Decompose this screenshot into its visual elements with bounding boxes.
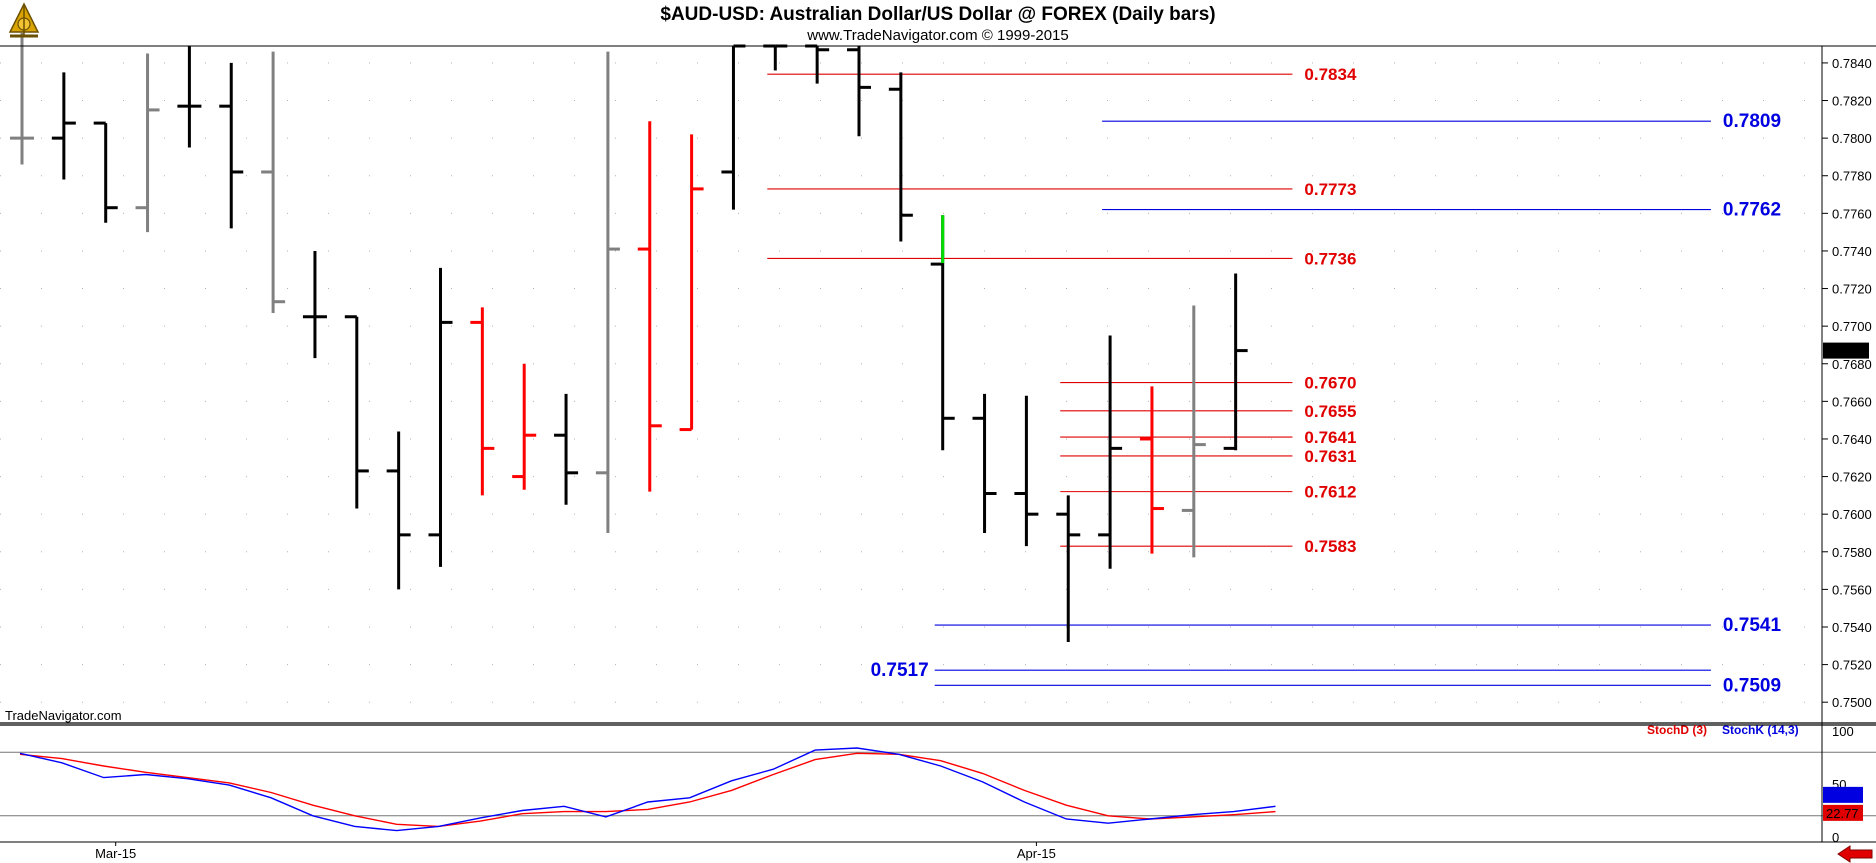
- stoch-value-label: 22.77: [1826, 806, 1859, 821]
- ohlc-bar: [51, 72, 76, 180]
- bottom-arrow-icon[interactable]: [1837, 845, 1873, 863]
- level-label: 0.7509: [1723, 675, 1781, 696]
- price-levels: 0.7834 0.7809 0.7773 0.7762 0.7736 0.7670 0.76…: [767, 65, 1781, 696]
- chart-subtitle: www.TradeNavigator.com © 1999-2015: [806, 27, 1068, 44]
- stoch-k-tag: [1823, 786, 1863, 803]
- ohlc-bar: [972, 393, 997, 533]
- price-tick-label: 0.7640: [1832, 432, 1872, 447]
- stoch-lines: [19, 747, 1276, 832]
- price-tick-label: 0.7800: [1832, 131, 1872, 146]
- ohlc-bar: [93, 121, 118, 223]
- level-label: 0.7612: [1304, 483, 1356, 502]
- ohlc-bar: [1014, 395, 1039, 547]
- sextant-icon: [8, 2, 40, 38]
- ohlc-bar: [1181, 305, 1206, 558]
- price-tick-label: 0.7520: [1832, 658, 1872, 673]
- ohlc-bar: [930, 215, 955, 451]
- stoch-d-line: [19, 752, 1276, 828]
- price-panel-background: [0, 46, 1822, 721]
- ohlc-bar: [261, 51, 286, 313]
- level-label: 0.7773: [1304, 180, 1356, 199]
- price-tick-label: 0.7620: [1832, 470, 1872, 485]
- price-tick-label: 0.7600: [1832, 507, 1872, 522]
- level-label: 0.7641: [1304, 428, 1356, 447]
- level-label: 0.7762: [1723, 200, 1781, 221]
- ohlc-bar: [1223, 273, 1248, 451]
- price-tick-label: 0.7740: [1832, 244, 1872, 259]
- price-tick-label: 0.7660: [1832, 394, 1872, 409]
- level-label: 0.7736: [1304, 249, 1356, 268]
- price-tick-label: 0.7680: [1832, 357, 1872, 372]
- ohlc-bar: [302, 250, 327, 359]
- ohlc-bar: [386, 431, 411, 590]
- stoch-k-line: [19, 747, 1276, 832]
- last-price-label: 0.7687: [1826, 344, 1866, 359]
- ohlc-bar: [1056, 495, 1081, 643]
- stoch-grid: [0, 751, 1876, 817]
- x-tick-label: Mar-15: [95, 846, 136, 861]
- price-tick-label: 0.7580: [1832, 545, 1872, 560]
- stoch-value-tag: [1823, 804, 1863, 821]
- last-price-tag: [1823, 342, 1869, 359]
- ohlc-bar: [512, 363, 537, 490]
- ohlc-bar: [10, 32, 34, 165]
- watermark-text: TradeNavigator.com: [5, 708, 122, 723]
- price-tick-label: 0.7560: [1832, 582, 1872, 597]
- ohlc-bar: [888, 72, 913, 242]
- x-tick-label: Apr-15: [1017, 846, 1056, 861]
- chart-frame: [0, 45, 1876, 843]
- ohlc-bar: [679, 134, 704, 432]
- ohlc-bar: [470, 307, 495, 496]
- ohlc-bar: [637, 121, 662, 492]
- level-label: 0.7583: [1304, 537, 1356, 556]
- price-tick-label: 0.7820: [1832, 94, 1872, 109]
- price-tick-label: 0.7540: [1832, 620, 1872, 635]
- price-tick-label: 0.7720: [1832, 282, 1872, 297]
- level-label: 0.7631: [1304, 447, 1356, 466]
- stoch-d-legend: StochD (3): [1647, 723, 1707, 737]
- ohlc-bar: [344, 315, 369, 509]
- level-label: 0.7834: [1304, 65, 1357, 84]
- level-label: 0.7655: [1304, 402, 1356, 421]
- ohlc-bar: [595, 51, 620, 533]
- ohlc-bar: [177, 46, 202, 148]
- x-axis: Mar-15 Apr-15: [95, 842, 1056, 861]
- ohlc-bar: [428, 267, 453, 567]
- stoch-k-legend: StochK (14,3): [1722, 723, 1799, 737]
- price-tick-label: 0.7780: [1832, 169, 1872, 184]
- level-label: 0.7670: [1304, 374, 1356, 393]
- price-tick-label: 0.7500: [1832, 695, 1872, 710]
- ohlc-bar: [219, 62, 244, 229]
- level-label: 0.7809: [1723, 111, 1781, 132]
- price-tick-label: 0.7840: [1832, 56, 1872, 71]
- stoch-tick-label: 100: [1832, 724, 1854, 739]
- chart-title: $AUD-USD: Australian Dollar/US Dollar @ …: [660, 4, 1215, 25]
- level-label: 0.7541: [1723, 615, 1782, 636]
- ohlc-bar: [847, 46, 871, 137]
- price-bars: [10, 32, 1248, 643]
- ohlc-bar: [1139, 386, 1164, 554]
- price-panel: 0.7834 0.7809 0.7773 0.7762 0.7736 0.7670 0.76…: [0, 32, 1872, 721]
- price-axis: 0.7840 0.7820 0.7800 0.7780 0.7760 0.7740 0.77…: [1822, 56, 1872, 710]
- price-tick-label: 0.7700: [1832, 319, 1872, 334]
- stoch-tick-label: 0: [1832, 830, 1839, 845]
- ohlc-bar: [1098, 335, 1123, 569]
- ohlc-bar: [135, 53, 160, 233]
- price-tick-label: 0.7760: [1832, 206, 1872, 221]
- ohlc-bar: [554, 393, 579, 505]
- level-label: 0.7517: [871, 660, 929, 681]
